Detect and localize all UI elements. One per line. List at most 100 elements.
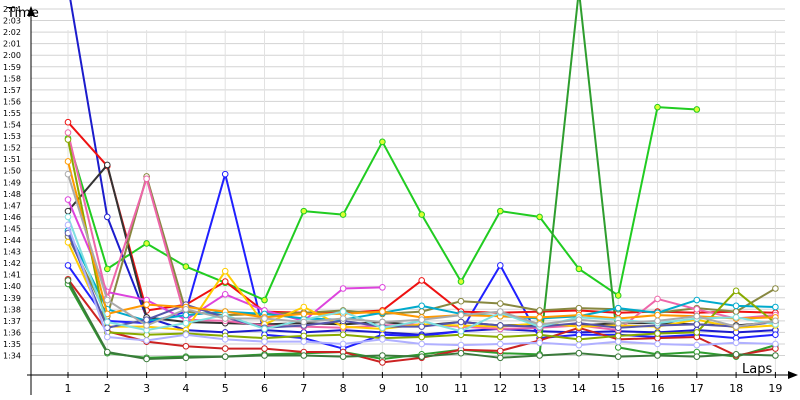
data-point: [379, 138, 386, 146]
data-point: [732, 339, 740, 347]
data-point: [221, 290, 229, 298]
data-point: [693, 341, 701, 349]
data-point: [418, 211, 426, 218]
y-tick-label: 1:37: [3, 317, 21, 326]
x-tick-label: 19: [768, 382, 782, 395]
data-point: [457, 297, 465, 305]
data-point: [654, 317, 661, 325]
y-tick-label: 1:56: [3, 97, 21, 106]
y-axis-title: Time: [6, 6, 39, 21]
data-point: [143, 322, 150, 329]
y-tick-label: 2:00: [3, 51, 21, 60]
data-point: [418, 316, 426, 323]
series-0: [69, 0, 779, 339]
data-point: [64, 207, 72, 215]
data-point: [536, 352, 543, 359]
data-point: [536, 307, 543, 314]
data-point: [379, 324, 386, 332]
y-tick-label: 1:40: [3, 282, 21, 291]
data-point: [693, 306, 701, 313]
x-tick-label: 5: [222, 382, 229, 395]
data-point: [418, 277, 426, 284]
data-point: [221, 267, 229, 275]
x-axis-arrow: [788, 371, 798, 379]
data-point: [339, 308, 347, 315]
y-tick-label: 1:57: [3, 86, 21, 95]
data-point: [693, 329, 701, 336]
data-point: [339, 211, 347, 218]
data-point: [732, 314, 740, 321]
data-point: [614, 353, 622, 360]
data-point: [497, 308, 504, 315]
x-tick-label: 14: [572, 382, 586, 395]
data-point: [221, 345, 229, 352]
y-tick-label: 1:35: [3, 340, 21, 349]
data-point: [693, 106, 701, 113]
data-point: [339, 353, 347, 360]
data-point: [418, 353, 426, 360]
data-point: [614, 338, 622, 345]
data-point: [575, 336, 583, 343]
y-tick-label: 1:52: [3, 144, 21, 153]
data-point: [339, 331, 347, 339]
x-tick-label: 7: [300, 382, 307, 395]
x-tick-label: 17: [690, 382, 704, 395]
series-18: [64, 277, 779, 363]
data-point: [379, 318, 386, 326]
x-axis-title: Laps: [742, 362, 772, 377]
data-point: [182, 319, 190, 327]
data-point: [693, 353, 701, 360]
data-point: [536, 213, 543, 221]
y-tick-label: 1:55: [3, 109, 21, 118]
axes: [27, 6, 798, 395]
data-point: [457, 278, 465, 285]
data-point: [300, 310, 308, 318]
data-point: [182, 306, 190, 313]
data-point: [654, 103, 661, 111]
data-point: [261, 296, 268, 304]
y-tick-label: 1:43: [3, 248, 21, 257]
x-tick-label: 11: [454, 382, 468, 395]
data-point: [457, 311, 465, 319]
data-point: [261, 325, 268, 333]
data-point: [64, 277, 72, 284]
y-tick-label: 1:54: [3, 121, 21, 130]
data-point: [497, 354, 504, 362]
y-tick-label: 1:41: [3, 271, 21, 280]
data-point: [418, 302, 426, 310]
data-point: [379, 284, 386, 291]
data-point: [182, 331, 190, 339]
data-point: [300, 207, 308, 215]
data-point: [732, 287, 740, 295]
y-tick-label: 1:45: [3, 224, 21, 233]
x-tick-label: 2: [104, 382, 111, 395]
data-point: [693, 312, 701, 320]
data-point: [300, 338, 308, 345]
y-tick-label: 1:39: [3, 294, 21, 303]
data-point: [300, 352, 308, 359]
data-point: [654, 340, 661, 348]
data-point: [772, 340, 779, 348]
data-point: [339, 323, 347, 330]
data-point: [772, 317, 779, 325]
data-point: [575, 304, 583, 312]
data-point: [614, 292, 622, 299]
data-point: [182, 311, 190, 319]
data-point: [261, 352, 268, 359]
x-tick-label: 3: [143, 382, 150, 395]
data-point: [64, 129, 72, 136]
x-tick-label: 12: [493, 382, 507, 395]
data-point: [221, 336, 229, 343]
y-tick-label: 1:42: [3, 259, 21, 268]
data-point: [497, 262, 504, 269]
data-point: [693, 296, 701, 304]
data-point: [104, 265, 111, 273]
data-point: [300, 318, 308, 326]
series-17: [64, 221, 779, 349]
data-point: [614, 344, 622, 351]
data-point: [536, 314, 543, 321]
tick-labels: 1:34 1:35 1:36 1:37 1:38 1:39 1:40 1:41 1:42 1:43…: [3, 5, 782, 395]
data-point: [654, 295, 661, 303]
data-point: [575, 265, 583, 273]
data-point: [614, 304, 622, 312]
